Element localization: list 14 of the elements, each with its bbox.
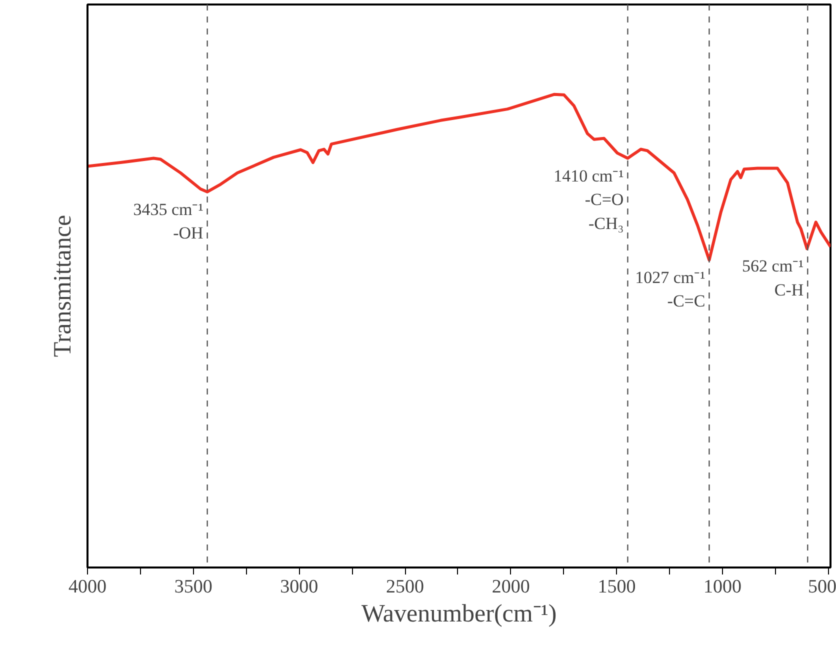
x-tick-label: 2000 [492,576,530,598]
annotation: 1027 cm⁻¹ -C=C [635,268,706,311]
x-axis-title: Wavenumber(cm⁻¹) [361,600,557,628]
x-tick-label: 500 [808,576,836,598]
y-axis-title: Transmittance [50,214,76,358]
annotation: 3435 cm⁻¹ -OH [133,200,204,243]
x-tick-label: 1500 [598,576,636,598]
x-tick-label: 1000 [704,576,742,598]
x-tick-label: 3500 [174,576,212,598]
x-tick-label: 4000 [68,576,106,598]
annotation: 562 cm⁻¹ C-H [742,256,804,300]
annotation: 1410 cm⁻¹ -C=O -CH₃ [554,166,624,233]
x-tick-label: 3000 [280,576,318,598]
x-tick-label: 2500 [386,576,424,598]
